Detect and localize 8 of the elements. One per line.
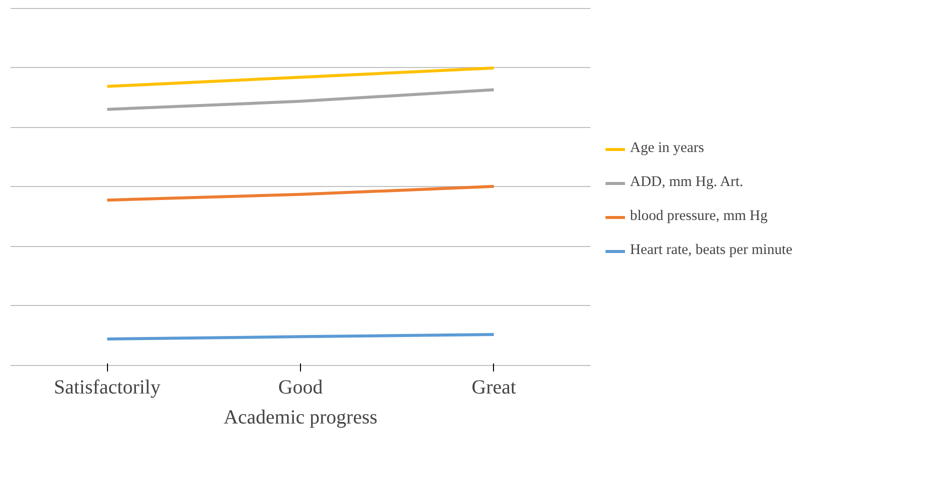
x-tick-label: Satisfactorily [54, 376, 160, 398]
x-tick-label: Great [472, 376, 516, 398]
legend-label: blood pressure, mm Hg [630, 208, 768, 225]
x-axis-title: Academic progress [224, 406, 378, 428]
x-tick-label: Good [278, 376, 323, 398]
legend-label: Age in years [630, 140, 704, 157]
legend-label: ADD, mm Hg. Art. [630, 174, 744, 191]
legend-label: Heart rate, beats per minute [630, 242, 792, 259]
